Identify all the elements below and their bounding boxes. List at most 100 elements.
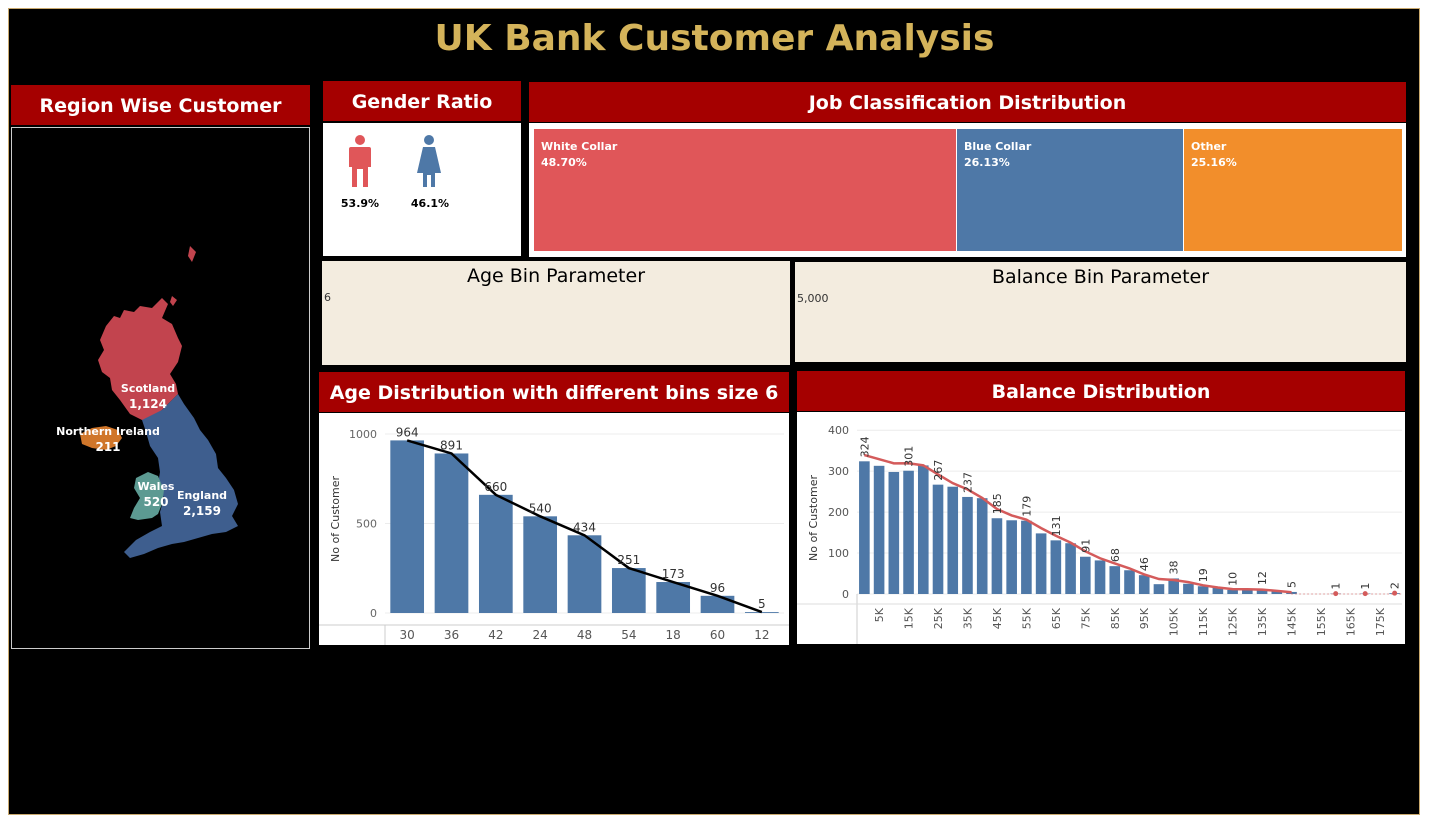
age-bin-parameter[interactable]: Age Bin Parameter 6 [322,261,790,365]
age-chart-header: Age Distribution with different bins siz… [319,372,789,412]
balance-bin-title: Balance Bin Parameter [991,266,1210,288]
map-region-england[interactable] [124,394,238,558]
map-label-scotland: Scotland [121,382,175,395]
balance-bar[interactable] [976,498,988,594]
age-y-tick: 500 [356,517,377,530]
balance-bar[interactable] [1124,570,1135,594]
age-data-label: 173 [662,567,685,581]
age-x-tick: 60 [710,628,725,642]
balance-bin-parameter[interactable]: Balance Bin Parameter 5,000 [795,262,1406,362]
balance-bar[interactable] [1212,587,1224,594]
balance-bar[interactable] [1094,560,1106,594]
balance-data-label: 185 [991,493,1004,514]
job-header: Job Classification Distribution [529,82,1406,122]
balance-bar[interactable] [1286,591,1297,594]
balance-bar[interactable] [1256,589,1268,594]
age-x-tick: 12 [754,628,769,642]
balance-bar[interactable] [859,461,870,594]
age-data-label: 540 [529,501,552,515]
balance-bar[interactable] [888,471,900,594]
balance-bar[interactable] [917,465,929,594]
age-bar[interactable] [523,516,558,613]
balance-data-label: 2 [1389,582,1402,589]
balance-x-tick: 105K [1168,607,1181,636]
balance-bar[interactable] [947,486,959,594]
balance-bar[interactable] [1271,591,1283,594]
balance-point[interactable] [1392,590,1398,596]
balance-bar[interactable] [962,496,973,594]
balance-point[interactable] [1362,591,1368,597]
age-bar[interactable] [744,612,779,613]
balance-x-tick: 115K [1197,607,1210,636]
balance-x-tick: 15K [903,607,916,629]
job-cell-white-collar[interactable]: White Collar 48.70% [534,129,956,251]
balance-point[interactable] [1333,591,1339,597]
age-data-label: 660 [484,480,507,494]
age-bar[interactable] [656,582,691,613]
balance-bar[interactable] [873,465,885,594]
balance-bar[interactable] [1168,578,1179,594]
age-bar[interactable] [567,535,602,613]
age-bar[interactable] [478,494,513,613]
uk-map: Scotland 1,124 Northern Ireland 211 Wales 520… [56,246,238,558]
balance-x-tick: 145K [1286,607,1299,636]
map-islands-north [188,246,196,262]
map-label-northern-ireland: Northern Ireland [56,425,160,438]
balance-bar[interactable] [1242,589,1253,594]
age-x-tick: 24 [533,628,548,642]
gender-icons [349,135,441,187]
balance-x-tick: 165K [1344,607,1357,636]
balance-y-tick: 300 [828,465,849,478]
age-bar[interactable] [611,568,646,613]
age-chart-panel: 0 500 1000 No of Customer 30 36 42 24 48 54 18 60 12… [319,413,789,645]
balance-data-label: 68 [1109,548,1122,562]
balance-y-tick: 100 [828,547,849,560]
balance-bar[interactable] [991,518,1003,594]
map-value-northern-ireland: 211 [95,440,120,454]
balance-bin-value[interactable]: 5,000 [797,292,829,305]
balance-bar[interactable] [1050,540,1062,594]
age-bar[interactable] [434,453,469,613]
job-cell-blue-collar[interactable]: Blue Collar 26.13% [957,129,1183,251]
map-region-northern-ireland[interactable] [80,426,122,450]
balance-data-label: 1 [1359,583,1372,590]
age-data-label: 434 [573,520,596,534]
job-pct: 48.70% [541,156,587,169]
balance-bar[interactable] [1153,584,1165,594]
balance-bar[interactable] [1006,520,1017,594]
balance-data-label: 324 [858,436,871,457]
balance-bar[interactable] [1065,543,1076,594]
job-label: Blue Collar [964,140,1032,153]
job-cell-other[interactable]: Other 25.16% [1184,129,1402,251]
balance-bar[interactable] [1109,566,1121,594]
age-bar[interactable] [700,595,735,613]
age-x-tick: 18 [666,628,681,642]
balance-bar[interactable] [932,484,944,594]
age-trend-line [406,439,763,614]
balance-x-tick: 135K [1256,607,1269,636]
female-person-icon [417,135,441,187]
age-bar[interactable] [390,440,425,613]
balance-x-tick: 85K [1109,607,1122,629]
age-bin-value[interactable]: 6 [324,291,331,304]
map-region-scotland[interactable] [98,298,182,420]
balance-x-tick: 175K [1374,607,1387,636]
map-label-wales: Wales [138,480,175,493]
age-distribution-chart: 0 500 1000 No of Customer 30 36 42 24 48 54 18 60 12… [319,425,789,645]
balance-bar[interactable] [1183,583,1194,594]
balance-bar[interactable] [1227,589,1238,594]
balance-bar[interactable] [903,470,914,594]
balance-bar[interactable] [1080,556,1091,594]
balance-bar[interactable] [1035,533,1047,594]
balance-chart-panel: 0 100 200 300 400 No of Customer 324 301 267 237 1… [797,412,1405,644]
balance-y-axis-label: No of Customer [807,475,820,561]
map-region-wales[interactable] [130,472,164,520]
job-pct: 25.16% [1191,156,1237,169]
map-value-wales: 520 [143,495,168,509]
age-y-axis-label: No of Customer [329,476,342,562]
female-percentage: 46.1% [410,197,450,210]
map-value-england: 2,159 [183,504,221,518]
balance-bar[interactable] [1138,575,1150,594]
balance-bar[interactable] [1197,586,1209,594]
balance-bar[interactable] [1021,520,1032,594]
